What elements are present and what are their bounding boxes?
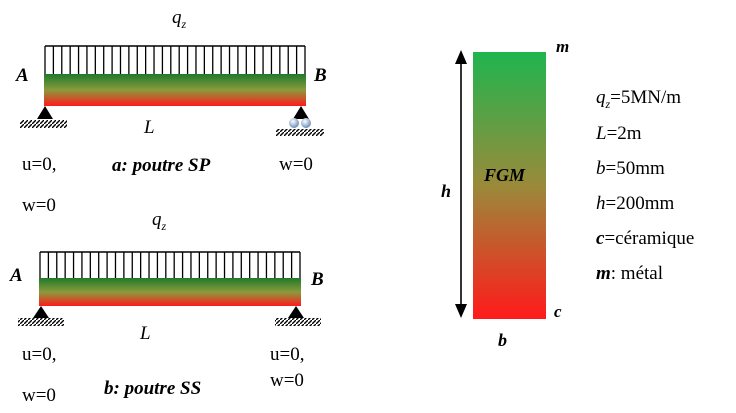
beam-a-right-bc: w=0 — [279, 154, 313, 175]
param-b: b=50mm — [596, 158, 665, 179]
beam-b — [18, 251, 321, 326]
beam-b-load-label: qz — [152, 209, 167, 233]
beam-a-node-a: A — [16, 65, 29, 86]
pin-support-a — [20, 106, 67, 128]
param-m: m: métal — [596, 263, 664, 284]
section-height-label: h — [441, 181, 452, 201]
roller-support-b — [276, 106, 324, 136]
beam-b-left-bc-2: w=0 — [22, 385, 56, 406]
beam-a-left-bc-1: u=0, — [22, 154, 57, 175]
beam-a-node-b: B — [314, 65, 327, 86]
beam-a-left-bc-2: w=0 — [22, 195, 56, 216]
param-c: c=céramique — [596, 228, 695, 249]
beam-a — [20, 45, 324, 136]
height-arrow-bottom — [455, 304, 467, 318]
pin-support-b-b — [275, 306, 321, 326]
height-arrow-top — [455, 50, 467, 64]
distributed-load-a — [44, 45, 306, 74]
beam-a-length-label: L — [144, 117, 155, 138]
beam-b-right-bc-2: w=0 — [270, 370, 304, 391]
section-rect — [473, 52, 546, 319]
beam-a-caption: a: poutre SP — [112, 155, 211, 176]
param-l: L=2m — [596, 123, 642, 144]
beam-b-right-bc-1: u=0, — [270, 344, 305, 365]
section-center-label: FGM — [484, 165, 526, 185]
beam-a-body — [44, 74, 306, 106]
section-top-label: m — [556, 37, 570, 56]
beam-b-node-a: A — [10, 265, 23, 286]
cross-section — [455, 50, 546, 319]
beam-b-body — [39, 278, 301, 306]
distributed-load-b — [39, 251, 301, 278]
beam-b-length-label: L — [140, 323, 151, 344]
section-bottom-label: c — [554, 302, 562, 321]
param-h: h=200mm — [596, 193, 675, 214]
beam-a-load-label: qz — [172, 7, 187, 31]
beam-b-caption: b: poutre SS — [104, 378, 202, 399]
param-q: qz=5MN/m — [596, 87, 682, 111]
pin-support-a-b — [18, 306, 64, 326]
beam-b-node-b: B — [311, 269, 324, 290]
section-width-label: b — [498, 330, 507, 350]
beam-b-left-bc-1: u=0, — [22, 344, 57, 365]
